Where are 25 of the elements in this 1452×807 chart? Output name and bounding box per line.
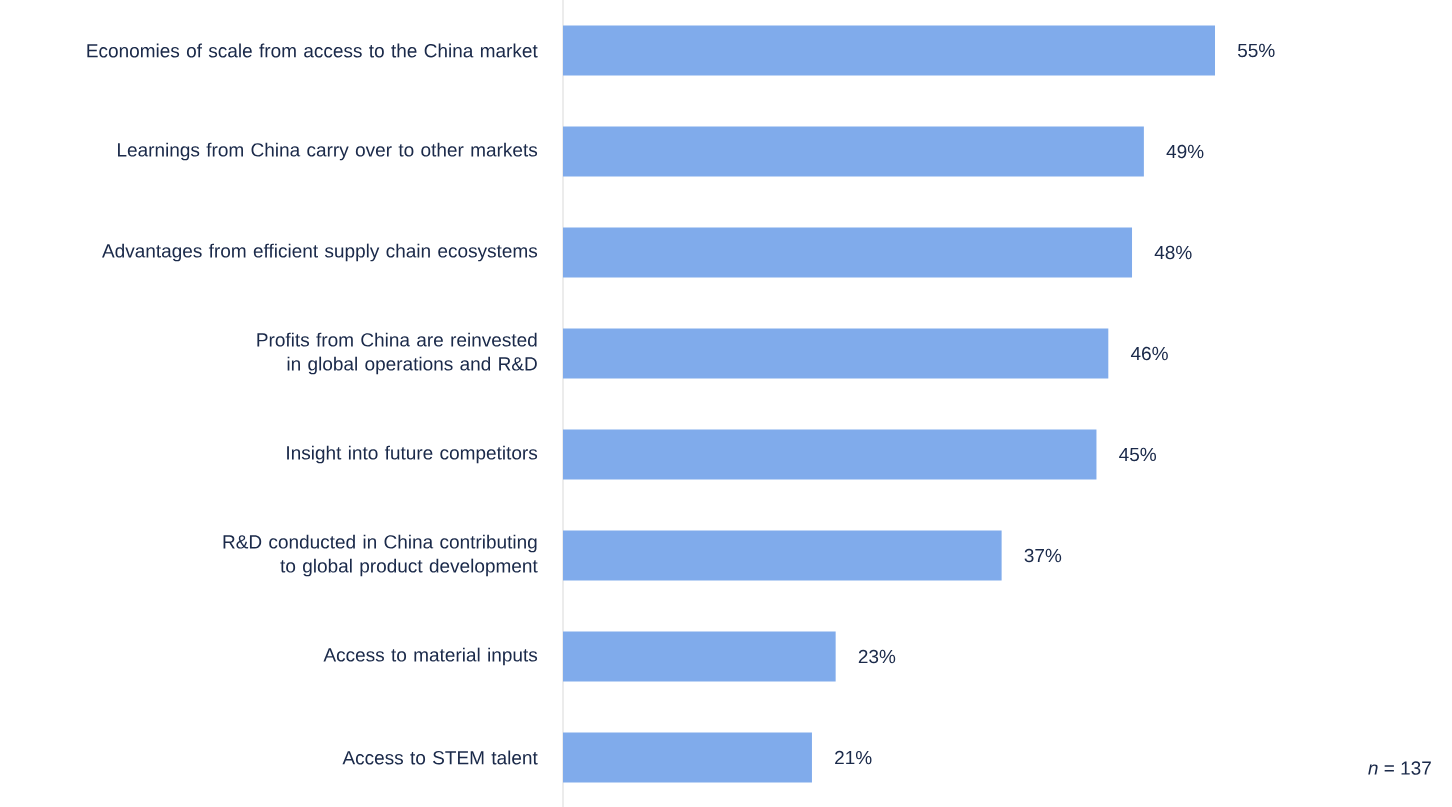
y-tick-label: Access to STEM talent [342,750,538,765]
y-tick-label: Economies of scale from access to the China market [87,43,538,58]
data-label: 23% [858,649,896,664]
bar [563,227,1133,278]
bar [563,631,836,682]
y-tick-label: R&D conducted in China contributing to global product development [223,534,538,577]
bar [563,328,1109,379]
bar [563,126,1144,177]
y-tick-label: Advantages from efficient supply chain ecosystems [102,243,538,262]
bar [563,25,1216,76]
bar [563,429,1097,480]
data-label: 21% [835,750,872,765]
data-label: 37% [1024,548,1062,563]
data-label: 49% [1166,144,1204,159]
data-label: 55% [1237,43,1275,58]
data-label: 46% [1130,346,1168,361]
data-label: 48% [1154,245,1192,260]
data-label: 45% [1119,447,1157,462]
text: n = 137 [1368,761,1431,775]
y-tick-label: Insight into future competitors [287,445,538,464]
y-tick-label: Profits from China are reinvested in global operations and R&D [257,332,537,375]
bar [563,530,1002,581]
bar [563,732,812,783]
y-tick-label: Access to material inputs [323,647,538,666]
y-tick-label: Learnings from China carry over to other markets [118,142,538,161]
